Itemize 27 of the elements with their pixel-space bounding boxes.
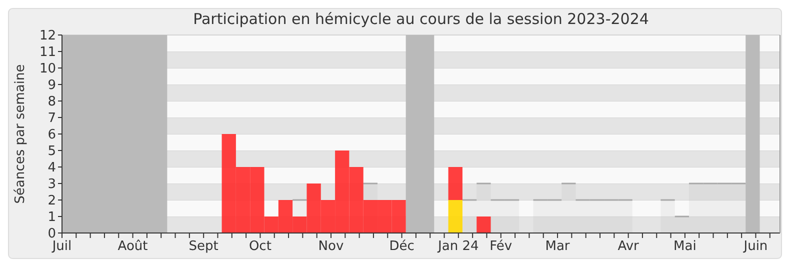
y-tick-label: 2 bbox=[48, 194, 56, 209]
x-tick-label: Nov bbox=[318, 239, 344, 254]
x-tick-label: Jan 24 bbox=[437, 239, 479, 254]
y-axis-title: Séances par semaine bbox=[13, 64, 28, 204]
x-tick-label: Mai bbox=[674, 239, 696, 254]
x-tick-label: Juil bbox=[51, 239, 72, 254]
x-tick-label: Juin bbox=[742, 239, 768, 254]
x-tick-label: Avr bbox=[618, 239, 640, 254]
y-tick-label: 9 bbox=[48, 78, 56, 94]
y-tick-label: 11 bbox=[39, 45, 56, 60]
x-tick-label: Août bbox=[118, 239, 148, 254]
x-tick-label: Mar bbox=[545, 239, 570, 254]
x-tick-label: Oct bbox=[248, 239, 272, 254]
y-tick-label: 3 bbox=[48, 177, 56, 192]
x-tick-label: Déc bbox=[389, 239, 414, 254]
y-tick-label: 0 bbox=[48, 226, 56, 242]
y-tick-label: 8 bbox=[48, 94, 56, 110]
chart-title: Participation en hémicycle au cours de la session 2023-2024 bbox=[193, 10, 649, 28]
y-tick-label: 12 bbox=[39, 28, 56, 44]
y-tick-label: 6 bbox=[48, 128, 56, 143]
y-tick-label: 4 bbox=[48, 160, 56, 176]
y-tick-label: 10 bbox=[39, 62, 56, 77]
y-tick-label: 1 bbox=[48, 210, 56, 226]
y-tick-label: 5 bbox=[48, 144, 56, 160]
x-tick-label: Fév bbox=[490, 239, 512, 254]
y-tick-label: 7 bbox=[48, 111, 56, 126]
x-tick-label: Sept bbox=[188, 239, 218, 254]
